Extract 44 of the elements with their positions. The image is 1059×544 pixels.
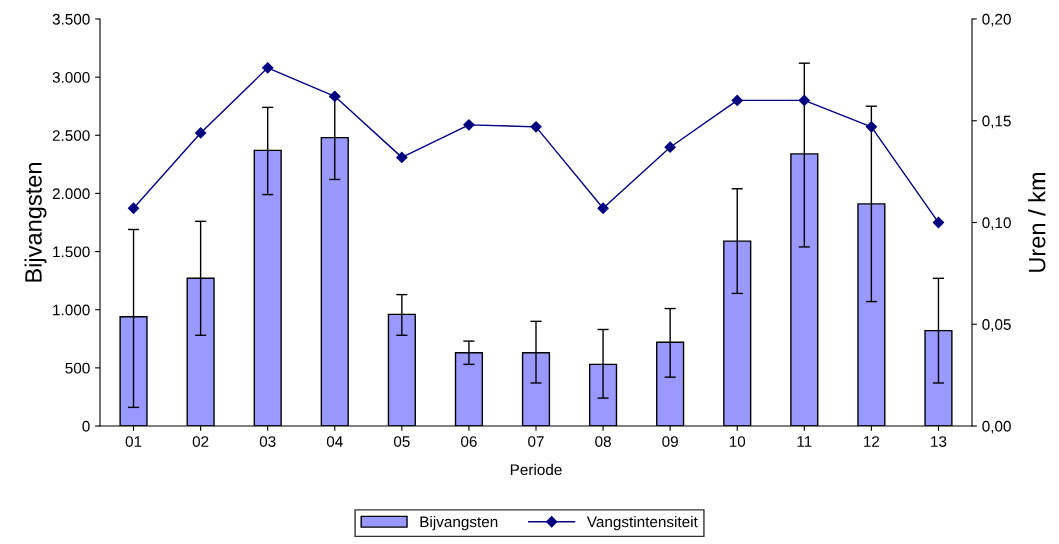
- point: [262, 62, 274, 74]
- x-tick-label: 05: [393, 436, 410, 447]
- point: [865, 121, 877, 133]
- x-tick-label: 02: [192, 436, 209, 447]
- y-axis-title: Bijvangsten: [24, 163, 47, 282]
- point: [597, 202, 609, 214]
- x-tick-label: 04: [326, 436, 343, 447]
- legend-label: Bijvangsten: [420, 516, 498, 531]
- y-tick-label: 1.500: [53, 246, 90, 258]
- x-tick-label: 12: [864, 436, 880, 447]
- point: [798, 94, 810, 107]
- point: [664, 141, 676, 153]
- point: [195, 127, 207, 139]
- point: [463, 119, 475, 131]
- y2-tick-label: 0,20: [982, 13, 1011, 27]
- y2-tick-label: 0,05: [982, 319, 1011, 332]
- y-tick-label: 2.000: [52, 188, 90, 200]
- x-tick-label: 10: [729, 436, 746, 447]
- x-tick-label: 11: [797, 436, 812, 447]
- x-tick-label: 01: [125, 436, 142, 447]
- y-tick-label: 3.500: [52, 13, 90, 25]
- point: [530, 121, 542, 133]
- point: [127, 202, 140, 214]
- y-tick-label: 3.000: [52, 72, 90, 83]
- y2-axis-title: Uren / km: [1028, 172, 1046, 272]
- x-tick-label: 06: [461, 436, 477, 447]
- x-tick-label: 08: [595, 436, 611, 447]
- y2-tick-label: 0,10: [982, 217, 1011, 230]
- y-tick-label: 0: [82, 420, 90, 432]
- y-tick-label: 500: [65, 362, 90, 374]
- y-tick-label: 2.500: [52, 130, 90, 141]
- legend-label: Vangstintensiteit: [586, 516, 698, 531]
- x-axis-title: Periode: [510, 463, 562, 476]
- point: [329, 90, 341, 102]
- y-tick-label: 1.000: [53, 304, 90, 316]
- y2-tick-label: 0,00: [982, 420, 1011, 434]
- x-tick-label: 07: [528, 436, 544, 447]
- x-tick-label: 03: [259, 436, 276, 447]
- point: [396, 151, 408, 163]
- point: [932, 216, 945, 229]
- point: [731, 94, 743, 107]
- y2-tick-label: 0,15: [982, 115, 1011, 129]
- x-tick-label: 09: [662, 436, 678, 447]
- x-tick-label: 13: [931, 436, 947, 447]
